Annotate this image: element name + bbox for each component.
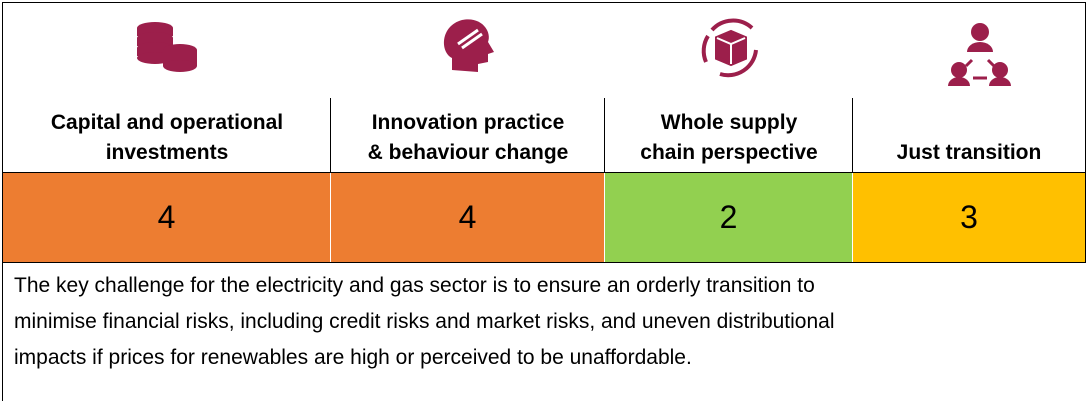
border: [330, 98, 331, 172]
column-header: Innovation practice & behaviour change: [331, 96, 605, 172]
column-header: Capital and operational investments: [3, 96, 331, 172]
score-cell: 4: [3, 173, 330, 262]
score-cell: 4: [331, 173, 604, 262]
header-line: Just transition: [896, 141, 1042, 164]
border: [1085, 2, 1086, 262]
border: [2, 2, 1086, 3]
border: [2, 2, 3, 401]
border: [604, 98, 605, 172]
supply-icon: [701, 18, 758, 78]
border: [2, 172, 1086, 173]
header-line: chain perspective: [640, 141, 818, 164]
score-cell: 3: [853, 173, 1085, 262]
column-header: Whole supply chain perspective: [605, 96, 853, 172]
border: [852, 98, 853, 172]
description-line: The key challenge for the electricity an…: [14, 274, 815, 297]
description-line: minimise financial risks, including cred…: [14, 310, 835, 333]
column-header: Just transition: [853, 96, 1085, 172]
icons: [137, 18, 1011, 86]
header-line: Innovation practice: [371, 111, 565, 134]
coins-icon: [137, 22, 197, 72]
description: The key challenge for the electricity an…: [14, 268, 835, 376]
head-icon: [443, 19, 494, 72]
border: [2, 262, 1086, 263]
score-cell: 2: [605, 173, 852, 262]
header-line: Capital and operational: [50, 111, 284, 134]
header-line: Whole supply: [660, 111, 798, 134]
header-line: investments: [105, 141, 229, 164]
description-line: impacts if prices for renewables are hig…: [14, 346, 692, 369]
header-line: & behaviour change: [367, 141, 569, 164]
people-icon: [948, 23, 1011, 86]
